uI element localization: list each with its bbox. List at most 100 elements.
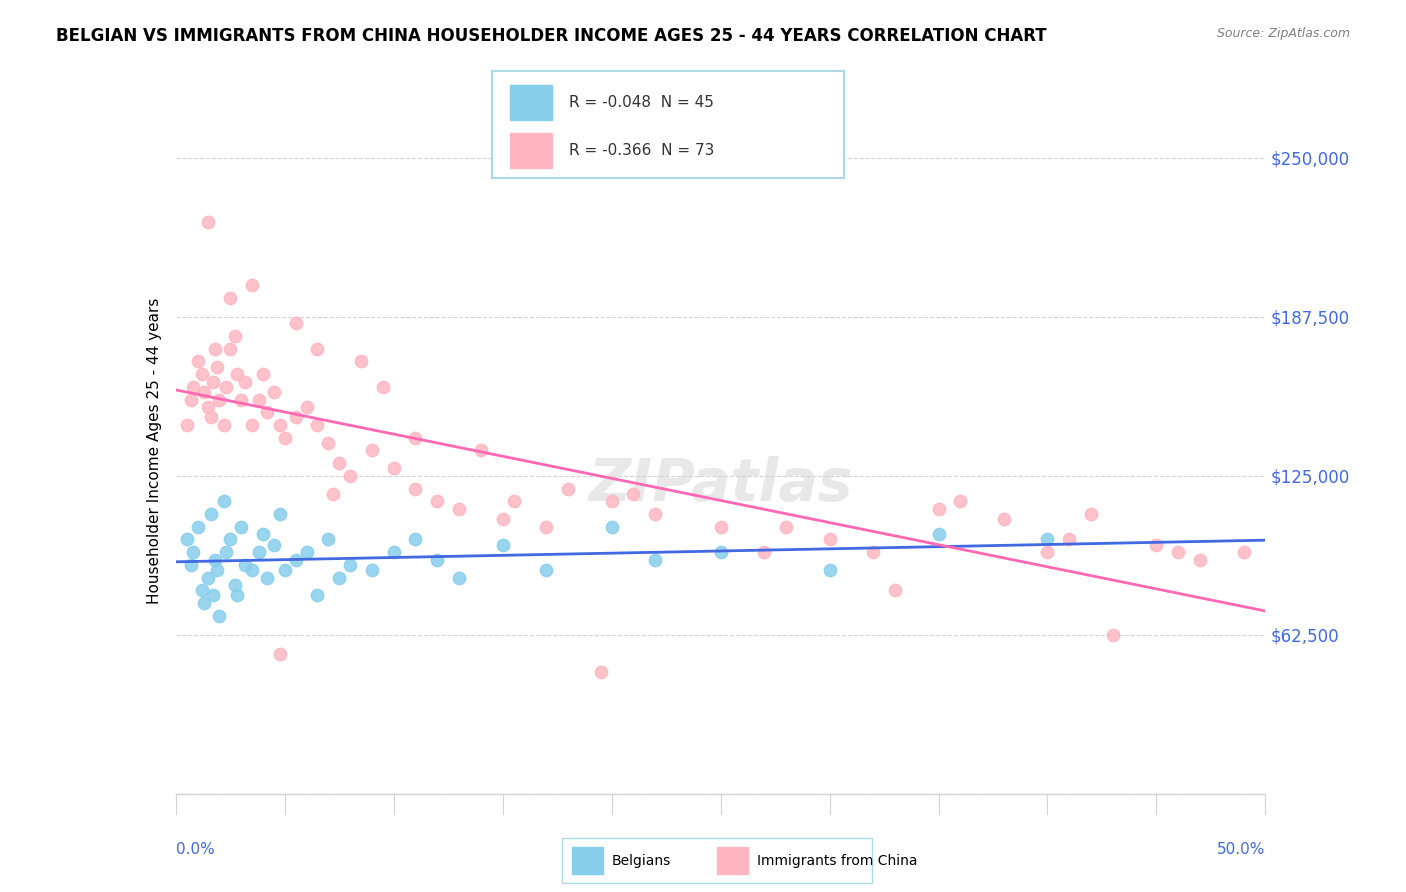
FancyBboxPatch shape [562,838,872,883]
Point [269,417,291,432]
Bar [717,847,748,874]
Point [225,589,247,603]
Bar [572,847,603,874]
Point [862,545,884,559]
Point [193,384,215,399]
Point [235,558,257,572]
Point [186,354,209,368]
Point [204,342,226,356]
Point [252,367,274,381]
Point [557,482,579,496]
Point [710,520,733,534]
Text: R = -0.048  N = 45: R = -0.048 N = 45 [569,95,714,110]
Point [295,401,318,415]
Text: 50.0%: 50.0% [1218,842,1265,857]
Point [200,410,222,425]
Point [621,486,644,500]
Point [405,533,427,547]
Point [224,578,246,592]
Point [447,502,470,516]
Point [252,527,274,541]
Point [360,563,382,577]
Point [205,563,228,577]
Point [307,342,329,356]
Point [284,410,307,425]
Point [884,583,907,598]
Point [339,469,361,483]
Point [426,494,449,508]
Point [534,520,557,534]
Y-axis label: Householder Income Ages 25 - 44 years: Householder Income Ages 25 - 44 years [146,297,162,604]
Point [235,375,257,389]
Point [295,545,318,559]
Point [710,545,733,559]
Point [470,443,492,458]
Point [208,392,231,407]
Point [382,545,405,559]
Point [219,291,242,305]
Point [818,533,841,547]
Point [240,563,263,577]
Point [219,342,242,356]
Point [928,502,950,516]
Point [426,553,449,567]
Text: Source: ZipAtlas.com: Source: ZipAtlas.com [1216,27,1350,40]
Point [1057,533,1080,547]
Point [219,533,242,547]
Point [200,507,222,521]
Point [284,553,307,567]
Point [231,520,253,534]
Point [208,608,231,623]
Point [274,431,297,445]
Point [307,417,329,432]
Point [225,367,247,381]
Point [600,520,623,534]
Point [269,647,291,661]
Text: ZIPatlas: ZIPatlas [588,457,853,513]
Point [176,417,198,432]
Point [215,545,238,559]
Point [181,545,204,559]
Point [247,545,270,559]
Point [191,583,214,598]
Point [284,316,307,330]
Point [328,456,350,470]
Point [492,512,515,526]
Point [256,571,278,585]
Point [224,329,246,343]
Point [775,520,797,534]
Point [181,380,204,394]
Point [350,354,373,368]
Point [240,278,263,293]
Point [176,533,198,547]
Point [307,589,329,603]
Point [371,380,394,394]
Text: Belgians: Belgians [612,854,671,868]
Point [928,527,950,541]
Point [193,596,215,610]
Point [186,520,209,534]
Point [644,553,666,567]
Point [212,494,235,508]
FancyBboxPatch shape [492,71,844,178]
Point [212,417,235,432]
Point [263,384,285,399]
Point [1080,507,1102,521]
Point [993,512,1015,526]
Text: R = -0.366  N = 73: R = -0.366 N = 73 [569,143,714,158]
Point [256,405,278,419]
Point [322,486,344,500]
Point [204,553,226,567]
Text: Immigrants from China: Immigrants from China [758,854,918,868]
Point [754,545,776,559]
Point [215,380,238,394]
Point [1144,538,1167,552]
Point [240,417,263,432]
Point [1036,533,1059,547]
Point [269,507,291,521]
Point [318,533,340,547]
Point [1036,545,1059,559]
Point [818,563,841,577]
Point [1102,628,1125,642]
Bar [509,86,551,120]
